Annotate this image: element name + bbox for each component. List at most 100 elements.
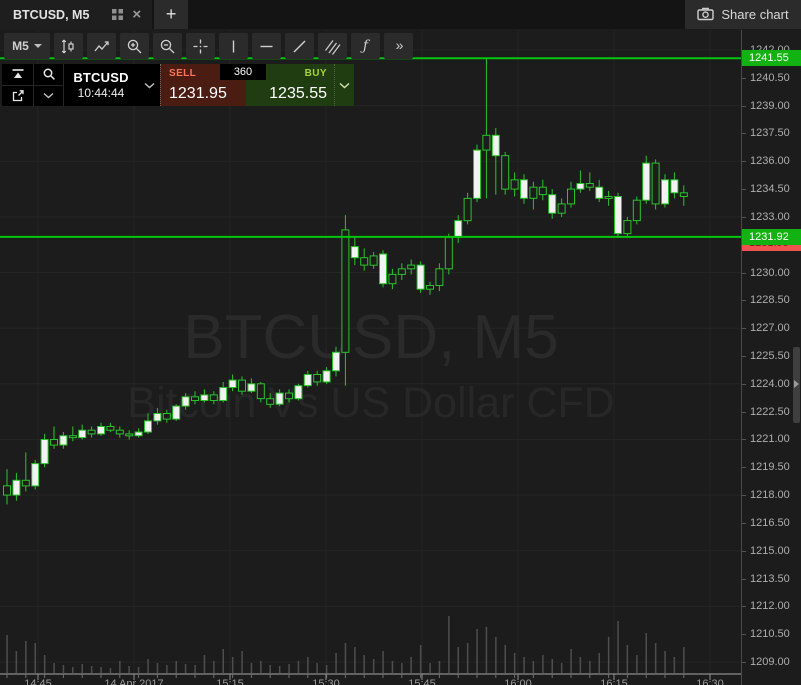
- volume-bar: [241, 651, 243, 673]
- candle-body: [435, 268, 444, 286]
- zoom-in-button[interactable]: [120, 33, 149, 59]
- candle-body: [87, 429, 96, 435]
- dock-panel-button[interactable]: [2, 64, 34, 86]
- volume-bar: [429, 663, 431, 673]
- volume-bar: [25, 641, 27, 673]
- close-tab-icon[interactable]: ×: [132, 6, 142, 23]
- order-options-icon[interactable]: [334, 64, 354, 106]
- search-symbol-icon[interactable]: [34, 64, 64, 86]
- volume-bar: [664, 651, 666, 673]
- new-tab-button[interactable]: +: [154, 0, 189, 29]
- symbol-dropdown-icon[interactable]: [138, 64, 160, 106]
- volume-bar: [363, 655, 365, 673]
- candle-body: [463, 197, 472, 222]
- candle-body: [12, 479, 21, 496]
- level-price-label: 1231.92: [742, 229, 801, 245]
- volume-bar: [222, 649, 224, 673]
- candle-body: [510, 179, 519, 190]
- candle-body: [557, 203, 566, 214]
- price-tick-label: 1234.50: [750, 183, 790, 195]
- price-tick-label: 1219.50: [750, 461, 790, 473]
- candle-body: [679, 192, 688, 198]
- more-tools-button[interactable]: »: [384, 33, 413, 59]
- candle-body: [125, 433, 134, 437]
- volume-bar: [288, 664, 290, 673]
- volume-bar: [551, 659, 553, 673]
- volume-bar: [476, 629, 478, 673]
- parallel-channel-tool-icon: [324, 38, 341, 55]
- time-tick-label: 14:45: [24, 678, 52, 685]
- candle-body: [144, 420, 152, 433]
- candle-body: [238, 379, 246, 392]
- expand-widget-icon[interactable]: [34, 85, 64, 106]
- price-tick-mark: [742, 273, 746, 274]
- volume-bar: [391, 661, 394, 673]
- candle-body: [444, 236, 453, 270]
- candle-body: [247, 383, 256, 392]
- candle-body: [426, 285, 434, 290]
- parallel-channel-tool-button[interactable]: [318, 33, 347, 59]
- price-tick-mark: [742, 467, 746, 468]
- volume-bar: [607, 637, 610, 673]
- candle-body: [642, 162, 651, 201]
- indicators-function-button[interactable]: ƒ: [351, 33, 380, 59]
- volume-bar: [72, 667, 74, 673]
- interval-dropdown[interactable]: M5: [4, 33, 50, 59]
- chart-toolbar: M5 ƒ »: [4, 33, 413, 59]
- trade-widget: BTCUSD 10:44:44 SELL 1231.95 BUY 1235.55…: [2, 64, 354, 106]
- price-tick-mark: [742, 106, 746, 107]
- volume-bar: [175, 661, 177, 673]
- volume-bar: [438, 661, 441, 673]
- spread-badge: 360: [220, 64, 266, 80]
- volume-bar: [645, 633, 647, 673]
- candle-body: [285, 392, 293, 400]
- price-tick-mark: [742, 662, 746, 663]
- tab-btcusd-m5[interactable]: BTCUSD, M5 ×: [0, 0, 153, 29]
- trend-line-tool-button[interactable]: [285, 33, 314, 59]
- candle-body: [379, 253, 387, 285]
- horizontal-line-tool-button[interactable]: [252, 33, 281, 59]
- candle-body: [181, 396, 190, 407]
- volume-bar: [560, 663, 563, 673]
- volume-bar: [589, 661, 591, 673]
- candle-body: [266, 398, 275, 405]
- candle-body: [68, 435, 77, 439]
- scale-tool-button[interactable]: [54, 33, 83, 59]
- candle-body: [670, 179, 679, 194]
- candle-body: [219, 387, 228, 401]
- candle-body: [228, 379, 237, 389]
- volume-bar: [466, 643, 469, 673]
- price-tick-label: 1210.50: [750, 628, 790, 640]
- volume-bar: [457, 647, 459, 673]
- candle-body: [50, 439, 58, 446]
- volume-bar: [100, 667, 102, 673]
- open-external-window-icon[interactable]: [2, 85, 34, 106]
- grid-layout-icon[interactable]: [112, 9, 124, 20]
- volume-bar: [523, 657, 525, 673]
- price-tick-label: 1216.50: [750, 517, 790, 529]
- zoom-out-button[interactable]: [153, 33, 182, 59]
- crosshair-button[interactable]: [186, 33, 215, 59]
- volume-bar: [673, 657, 676, 673]
- candle-body: [604, 196, 613, 199]
- volume-bar: [636, 655, 638, 673]
- more-tools-icon: »: [395, 37, 404, 53]
- tab-bar: BTCUSD, M5 × + Share chart: [0, 0, 801, 29]
- vertical-line-tool-icon: [225, 38, 242, 55]
- volume-bar: [579, 657, 582, 673]
- candle-body: [585, 183, 594, 188]
- price-tick-label: 1212.00: [750, 600, 790, 612]
- panel-collapse-handle[interactable]: [793, 347, 800, 423]
- time-axis[interactable]: 14:45 14 Apr 2017 15:15 15:30 15:45 16:00 16:1…: [0, 673, 741, 685]
- volume-bar: [15, 651, 18, 673]
- vertical-line-tool-button[interactable]: [219, 33, 248, 59]
- share-chart-button[interactable]: Share chart: [685, 0, 801, 29]
- price-axis[interactable]: 1242.001240.501239.001237.501236.001234.…: [741, 30, 801, 685]
- sell-price: 1231.95: [169, 85, 227, 102]
- candle-body: [115, 429, 124, 435]
- crosshair-icon: [192, 38, 209, 55]
- line-chart-tool-button[interactable]: [87, 33, 116, 59]
- price-tick-mark: [742, 412, 746, 413]
